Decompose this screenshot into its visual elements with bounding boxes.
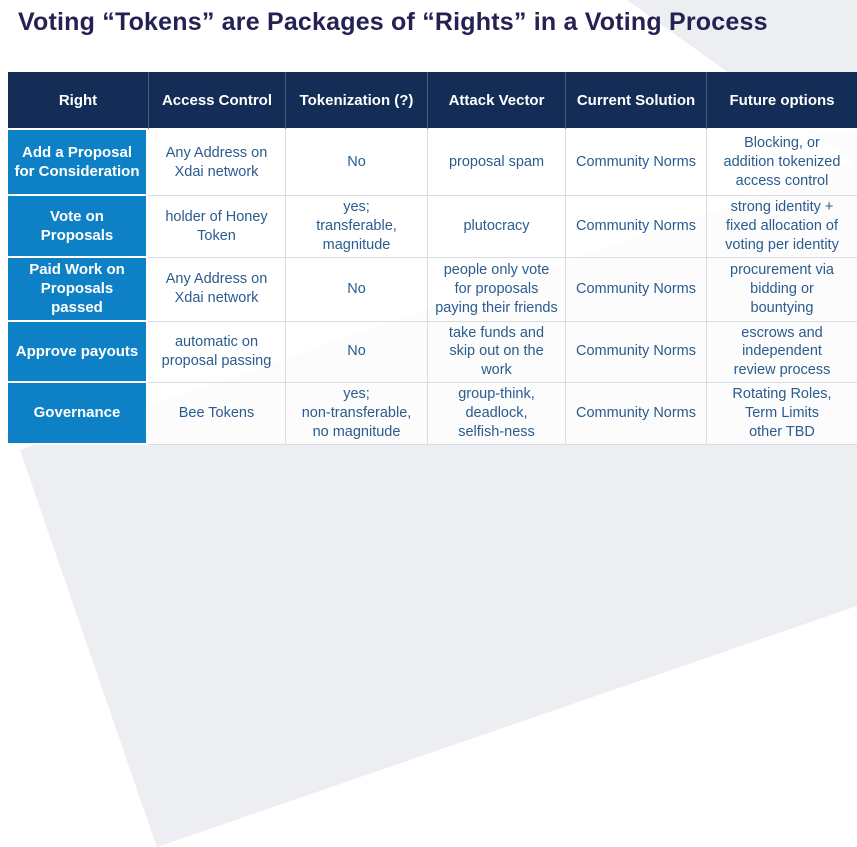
cell-access-control: Any Address on Xdai network — [148, 130, 285, 196]
cell-attack-vector: take funds and skip out on the work — [427, 321, 565, 384]
row-header-cell: Approve payouts — [8, 321, 148, 384]
cell-current-solution: Community Norms — [565, 321, 706, 384]
header-row: Right Access Control Tokenization (?) Attac… — [8, 72, 857, 130]
cell-future-options: Rotating Roles, Term Limits other TBD — [706, 383, 857, 445]
cell-current-solution: Community Norms — [565, 196, 706, 258]
cell-tokenization: yes; transferable, magnitude — [285, 196, 427, 258]
cell-access-control: Any Address on Xdai network — [148, 258, 285, 322]
cell-tokenization: No — [285, 258, 427, 322]
cell-access-control: holder of Honey Token — [148, 196, 285, 258]
cell-current-solution: Community Norms — [565, 130, 706, 196]
cell-tokenization: No — [285, 321, 427, 384]
column-header-attack-vector: Attack Vector — [427, 72, 565, 130]
cell-future-options: strong identity + fixed allocation of vo… — [706, 196, 857, 258]
table-row: Approve payouts automatic on proposal pas… — [8, 321, 857, 384]
column-header-future-options: Future options — [706, 72, 857, 130]
cell-tokenization: No — [285, 130, 427, 196]
cell-current-solution: Community Norms — [565, 383, 706, 445]
cell-current-solution: Community Norms — [565, 258, 706, 322]
cell-attack-vector: people only vote for proposals paying th… — [427, 258, 565, 322]
cell-attack-vector: proposal spam — [427, 130, 565, 196]
table-header: Right Access Control Tokenization (?) Attac… — [8, 72, 857, 130]
column-header-right: Right — [8, 72, 148, 130]
row-header-cell: Paid Work on Proposals passed — [8, 258, 148, 322]
table-container: Right Access Control Tokenization (?) Attac… — [8, 72, 857, 445]
row-header-cell: Add a Proposal for Consideration — [8, 130, 148, 196]
slide-title: Voting “Tokens” are Packages of “Rights”… — [18, 8, 768, 36]
column-header-current-solution: Current Solution — [565, 72, 706, 130]
table-row: Governance Bee Tokens yes; non-transferabl… — [8, 383, 857, 445]
row-header-cell: Governance — [8, 383, 148, 445]
cell-tokenization: yes; non-transferable, no magnitude — [285, 383, 427, 445]
table-row: Add a Proposal for Consideration Any Addr… — [8, 130, 857, 196]
cell-attack-vector: group-think, deadlock, selfish-ness — [427, 383, 565, 445]
column-header-tokenization: Tokenization (?) — [285, 72, 427, 130]
cell-future-options: escrows and independent review process — [706, 321, 857, 384]
cell-attack-vector: plutocracy — [427, 196, 565, 258]
table-row: Paid Work on Proposals passed Any Address… — [8, 258, 857, 322]
table-row: Vote on Proposals holder of Honey Token ye… — [8, 196, 857, 258]
cell-future-options: procurement via bidding or bountying — [706, 258, 857, 322]
table-body: Add a Proposal for Consideration Any Addr… — [8, 130, 857, 445]
cell-access-control: Bee Tokens — [148, 383, 285, 445]
column-header-access-control: Access Control — [148, 72, 285, 130]
cell-future-options: Blocking, or addition tokenized access c… — [706, 130, 857, 196]
row-header-cell: Vote on Proposals — [8, 196, 148, 258]
cell-access-control: automatic on proposal passing — [148, 321, 285, 384]
rights-table: Right Access Control Tokenization (?) Attac… — [8, 72, 857, 445]
